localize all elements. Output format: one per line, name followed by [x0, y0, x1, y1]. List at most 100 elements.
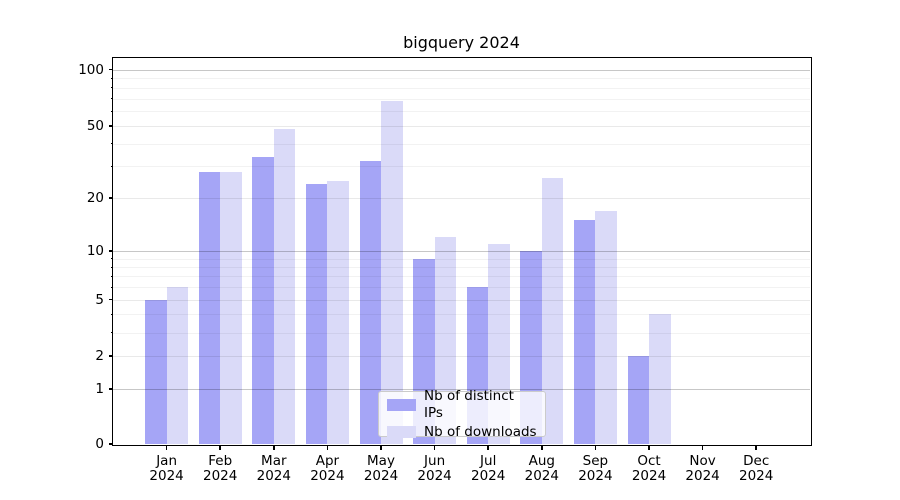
bar-distinct-ips [305, 183, 328, 444]
y-tick-mark [108, 388, 113, 390]
bar-distinct-ips [627, 356, 649, 444]
x-tick-label: Mar 2024 [242, 452, 306, 485]
y-gridline [113, 126, 810, 127]
y-tick-label: 20 [86, 190, 104, 206]
x-tick-label-line: 2024 [256, 468, 291, 484]
legend: Nb of distinct IPs Nb of downloads [378, 388, 546, 440]
y-minor-gridline [113, 78, 810, 80]
x-tick-label-line: Sep [582, 452, 609, 469]
x-tick-label-line: 2024 [631, 468, 667, 484]
chart-title: bigquery 2024 [403, 33, 520, 52]
legend-swatch-downloads-icon [387, 426, 416, 438]
y-minor-gridline [113, 87, 810, 89]
y-gridline [113, 299, 810, 301]
bar-downloads [327, 180, 349, 444]
x-tick-label: Sep 2024 [563, 452, 627, 485]
y-tick-label: 100 [78, 61, 104, 78]
y-minor-gridline [113, 314, 810, 316]
bar-downloads [649, 314, 671, 444]
x-tick-label-line: Nov [689, 452, 716, 469]
x-tick-label-line: 2024 [203, 468, 238, 484]
x-tick-label-line: Apr [315, 452, 340, 469]
x-tick-label-line: 2024 [685, 468, 720, 484]
y-minor-gridline [113, 332, 810, 334]
x-tick-mark [273, 445, 275, 450]
x-tick-label-line: 2024 [578, 468, 613, 484]
y-tick-mark [108, 197, 113, 199]
y-tick-label: 50 [86, 118, 104, 134]
x-tick-label: Jun 2024 [403, 452, 467, 485]
y-tick-mark [108, 250, 113, 252]
bar-downloads [595, 210, 617, 444]
x-tick-mark [755, 445, 757, 450]
x-tick-mark [541, 445, 543, 450]
x-tick-mark [219, 445, 221, 450]
bar-downloads [166, 287, 189, 444]
x-tick-label-line: Mar [261, 452, 287, 469]
bar-downloads [381, 101, 403, 444]
y-minor-tick-mark [110, 332, 113, 334]
x-tick-mark [594, 445, 597, 450]
y-minor-tick-mark [110, 98, 113, 100]
x-tick-mark [165, 445, 168, 450]
x-tick-label: May 2024 [349, 453, 413, 485]
y-tick-mark [108, 68, 113, 71]
y-gridline-emphasized [113, 251, 810, 253]
bar-distinct-ips [359, 161, 381, 444]
bar-downloads [273, 129, 296, 444]
y-gridline-emphasized [113, 69, 810, 71]
bar-distinct-ips [145, 299, 167, 444]
y-minor-gridline [113, 98, 810, 100]
x-tick-label: Nov 2024 [671, 452, 735, 485]
y-minor-gridline [113, 166, 810, 168]
bar-distinct-ips [198, 171, 221, 444]
y-minor-tick-mark [110, 266, 113, 268]
y-tick-mark [108, 355, 113, 357]
y-minor-gridline [113, 258, 810, 260]
plot-area [113, 58, 810, 444]
y-tick-mark [108, 298, 113, 301]
y-tick-label: 5 [95, 291, 104, 308]
x-tick-label: Aug 2024 [510, 452, 574, 485]
y-minor-gridline [113, 111, 810, 113]
y-minor-gridline [113, 143, 810, 145]
y-minor-tick-mark [110, 77, 113, 79]
y-tick-mark [108, 443, 113, 445]
x-tick-label-line: Feb [208, 452, 233, 469]
legend-label-downloads: Nb of downloads [424, 423, 537, 440]
x-tick-mark [648, 445, 650, 450]
bar-downloads [220, 171, 242, 444]
x-tick-mark [487, 445, 489, 450]
y-tick-label: 0 [95, 436, 104, 452]
x-tick-label-line: Jun [424, 452, 446, 469]
y-minor-gridline [113, 287, 810, 289]
y-minor-tick-mark [110, 286, 113, 288]
x-tick-label-line: Dec [743, 452, 770, 469]
x-tick-label-line: Oct [637, 452, 661, 469]
y-minor-tick-mark [110, 165, 113, 167]
y-tick-label: 2 [95, 348, 104, 364]
x-tick-label: Feb 2024 [188, 452, 252, 485]
y-minor-gridline [113, 276, 810, 278]
legend-item-distinct-ips: Nb of distinct IPs [387, 388, 537, 422]
x-tick-label-line: 2024 [471, 468, 506, 484]
y-minor-tick-mark [110, 258, 113, 260]
x-tick-label-line: Jul [480, 452, 497, 469]
y-gridline [113, 356, 810, 357]
x-tick-label-line: Aug [528, 452, 555, 469]
x-tick-label-line: 2024 [524, 468, 559, 484]
x-tick-label: Jan 2024 [135, 453, 199, 485]
x-tick-label-line: 2024 [363, 468, 399, 484]
bar-downloads [541, 177, 564, 444]
x-tick-mark [326, 445, 329, 450]
y-minor-tick-mark [110, 313, 113, 315]
y-tick-mark [108, 125, 113, 127]
y-gridline [113, 198, 810, 199]
y-gridline-emphasized [113, 389, 810, 391]
x-tick-label-line: 2024 [149, 468, 184, 484]
legend-item-downloads: Nb of downloads [387, 424, 537, 441]
x-tick-label: Apr 2024 [295, 452, 359, 485]
bar-distinct-ips [573, 220, 596, 444]
x-tick-mark [433, 445, 436, 450]
